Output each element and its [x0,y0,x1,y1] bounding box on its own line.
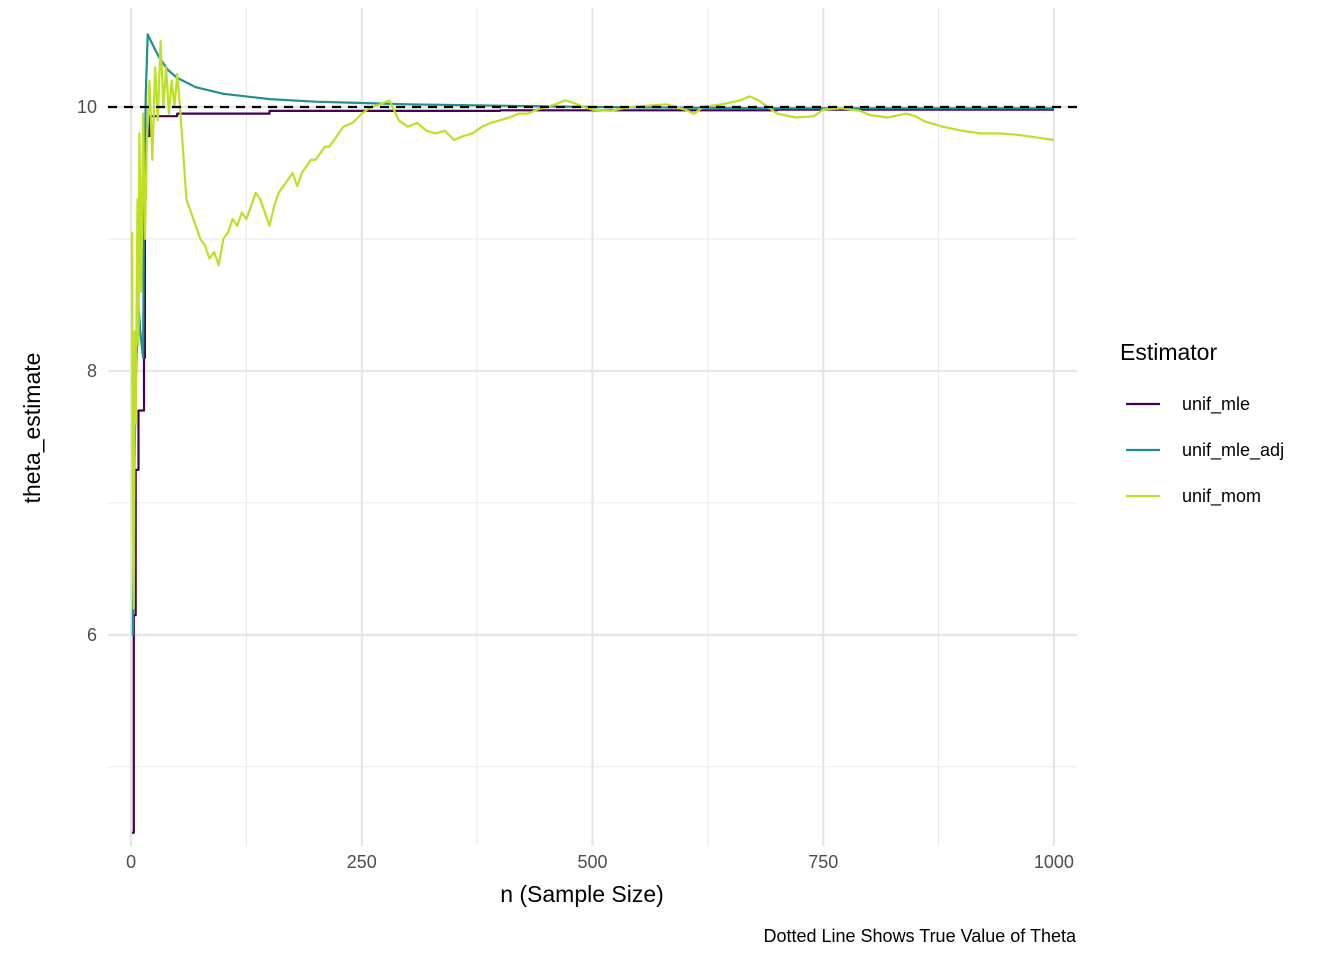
y-tick-label: 6 [87,625,97,645]
series-layer [108,33,1077,834]
legend: Estimator unif_mle unif_mle_adj unif_mom [1120,339,1284,507]
legend-label-unif-mom: unif_mom [1182,486,1261,507]
caption: Dotted Line Shows True Value of Theta [763,926,1077,946]
x-tick-label: 750 [808,852,838,872]
y-axis-title: theta_estimate [19,353,45,504]
x-tick-label: 500 [577,852,607,872]
legend-label-unif-mle: unif_mle [1182,394,1250,415]
x-axis-title: n (Sample Size) [500,881,664,907]
series-line-unif-mom [130,39,1055,610]
y-tick-label: 10 [77,97,97,117]
grid-layer [108,8,1077,846]
y-tick-label: 8 [87,361,97,381]
legend-label-unif-mle-adj: unif_mle_adj [1182,440,1284,461]
legend-title: Estimator [1120,339,1217,365]
x-tick-label: 250 [347,852,377,872]
x-tick-label: 0 [126,852,136,872]
axis-layer: 0 250 500 750 1000 6 8 10 [77,97,1074,872]
x-tick-label: 1000 [1034,852,1074,872]
legend-items: unif_mle unif_mle_adj unif_mom [1126,394,1284,507]
